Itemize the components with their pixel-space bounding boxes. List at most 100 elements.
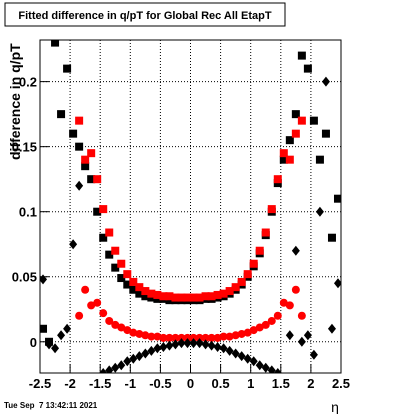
x-tick-label: 2 bbox=[307, 376, 314, 391]
circle-marker bbox=[147, 332, 156, 341]
diamond-marker bbox=[213, 341, 222, 352]
x-tick-label: 1 bbox=[247, 376, 254, 391]
circle-marker bbox=[135, 329, 144, 338]
circle-marker bbox=[255, 323, 264, 332]
square-marker bbox=[165, 292, 174, 301]
square-marker bbox=[261, 228, 270, 237]
circle-marker bbox=[213, 333, 222, 342]
x-tick-label: 2.5 bbox=[332, 376, 350, 391]
square-marker bbox=[87, 149, 96, 158]
circle-marker bbox=[297, 311, 306, 320]
square-marker bbox=[87, 175, 96, 184]
y-tick-label: 0 bbox=[30, 335, 37, 350]
circle-marker bbox=[177, 333, 186, 342]
square-marker bbox=[255, 246, 264, 255]
square-marker bbox=[303, 64, 312, 73]
circle-marker bbox=[111, 320, 120, 329]
square-marker bbox=[51, 40, 60, 47]
circle-marker bbox=[237, 329, 246, 338]
circle-marker bbox=[129, 328, 138, 337]
square-marker bbox=[213, 290, 222, 299]
circle-marker bbox=[201, 333, 210, 342]
square-marker bbox=[231, 283, 240, 292]
circle-marker bbox=[171, 333, 180, 342]
square-marker bbox=[111, 246, 120, 255]
diamond-marker bbox=[219, 343, 228, 354]
title-box bbox=[4, 2, 286, 27]
diamond-marker bbox=[111, 362, 120, 373]
diamond-marker bbox=[147, 345, 156, 356]
square-marker bbox=[99, 205, 108, 214]
circle-marker bbox=[123, 326, 132, 335]
square-marker bbox=[189, 293, 198, 302]
diamond-marker bbox=[243, 353, 252, 364]
circle-marker bbox=[261, 320, 270, 329]
diamond-marker bbox=[273, 368, 282, 373]
diamond-marker bbox=[249, 356, 258, 367]
circle-marker bbox=[273, 311, 282, 320]
circle-marker bbox=[207, 333, 216, 342]
diamond-marker bbox=[99, 368, 108, 373]
square-marker bbox=[129, 277, 138, 286]
square-marker bbox=[333, 194, 341, 203]
x-tick-label: -2.5 bbox=[29, 376, 51, 391]
square-marker bbox=[99, 233, 108, 242]
square-marker bbox=[105, 228, 114, 237]
diamond-marker bbox=[183, 338, 192, 349]
diamond-marker bbox=[51, 343, 60, 354]
circle-marker bbox=[75, 311, 84, 320]
circle-marker bbox=[117, 323, 126, 332]
circle-marker bbox=[249, 326, 258, 335]
diamond-marker bbox=[129, 353, 138, 364]
square-marker bbox=[279, 149, 288, 158]
diamond-marker bbox=[57, 330, 66, 341]
square-marker bbox=[93, 175, 102, 184]
diamond-marker bbox=[207, 340, 216, 351]
square-marker bbox=[279, 155, 288, 164]
circle-marker bbox=[243, 328, 252, 337]
square-marker bbox=[69, 129, 78, 138]
circle-marker bbox=[81, 285, 90, 294]
circle-marker bbox=[225, 332, 234, 341]
diamond-marker bbox=[123, 356, 132, 367]
diamond-marker bbox=[69, 239, 78, 250]
diamond-marker bbox=[255, 360, 264, 371]
diamond-marker bbox=[141, 348, 150, 359]
square-marker bbox=[321, 129, 330, 138]
square-marker bbox=[81, 155, 90, 164]
diamond-marker bbox=[195, 338, 204, 349]
square-marker bbox=[159, 292, 168, 301]
diamond-marker bbox=[303, 330, 312, 341]
circle-marker bbox=[195, 333, 204, 342]
x-tick-label: -2 bbox=[64, 376, 76, 391]
circle-marker bbox=[153, 332, 162, 341]
circle-marker bbox=[183, 333, 192, 342]
square-marker bbox=[225, 287, 234, 296]
square-marker bbox=[123, 280, 132, 289]
square-marker bbox=[183, 293, 192, 302]
square-marker bbox=[111, 263, 120, 272]
circle-marker bbox=[219, 332, 228, 341]
diamond-marker bbox=[165, 340, 174, 351]
circle-marker bbox=[189, 333, 198, 342]
square-marker bbox=[135, 283, 144, 292]
circle-marker bbox=[165, 333, 174, 342]
square-marker bbox=[141, 287, 150, 296]
square-marker bbox=[117, 274, 126, 283]
diamond-marker bbox=[261, 362, 270, 373]
circle-marker bbox=[141, 331, 150, 340]
y-tick-label: 0.15 bbox=[12, 140, 37, 155]
diamond-marker bbox=[291, 245, 300, 256]
diamond-marker bbox=[333, 278, 341, 289]
x-axis-label: η bbox=[331, 399, 339, 414]
diamond-marker bbox=[177, 338, 186, 349]
circle-marker bbox=[87, 301, 96, 310]
square-marker bbox=[297, 51, 306, 60]
square-marker bbox=[195, 293, 204, 302]
y-axis-label: difference in q/pT bbox=[7, 43, 23, 160]
diamond-marker bbox=[159, 341, 168, 352]
diamond-marker bbox=[75, 180, 84, 191]
diamond-marker bbox=[153, 343, 162, 354]
